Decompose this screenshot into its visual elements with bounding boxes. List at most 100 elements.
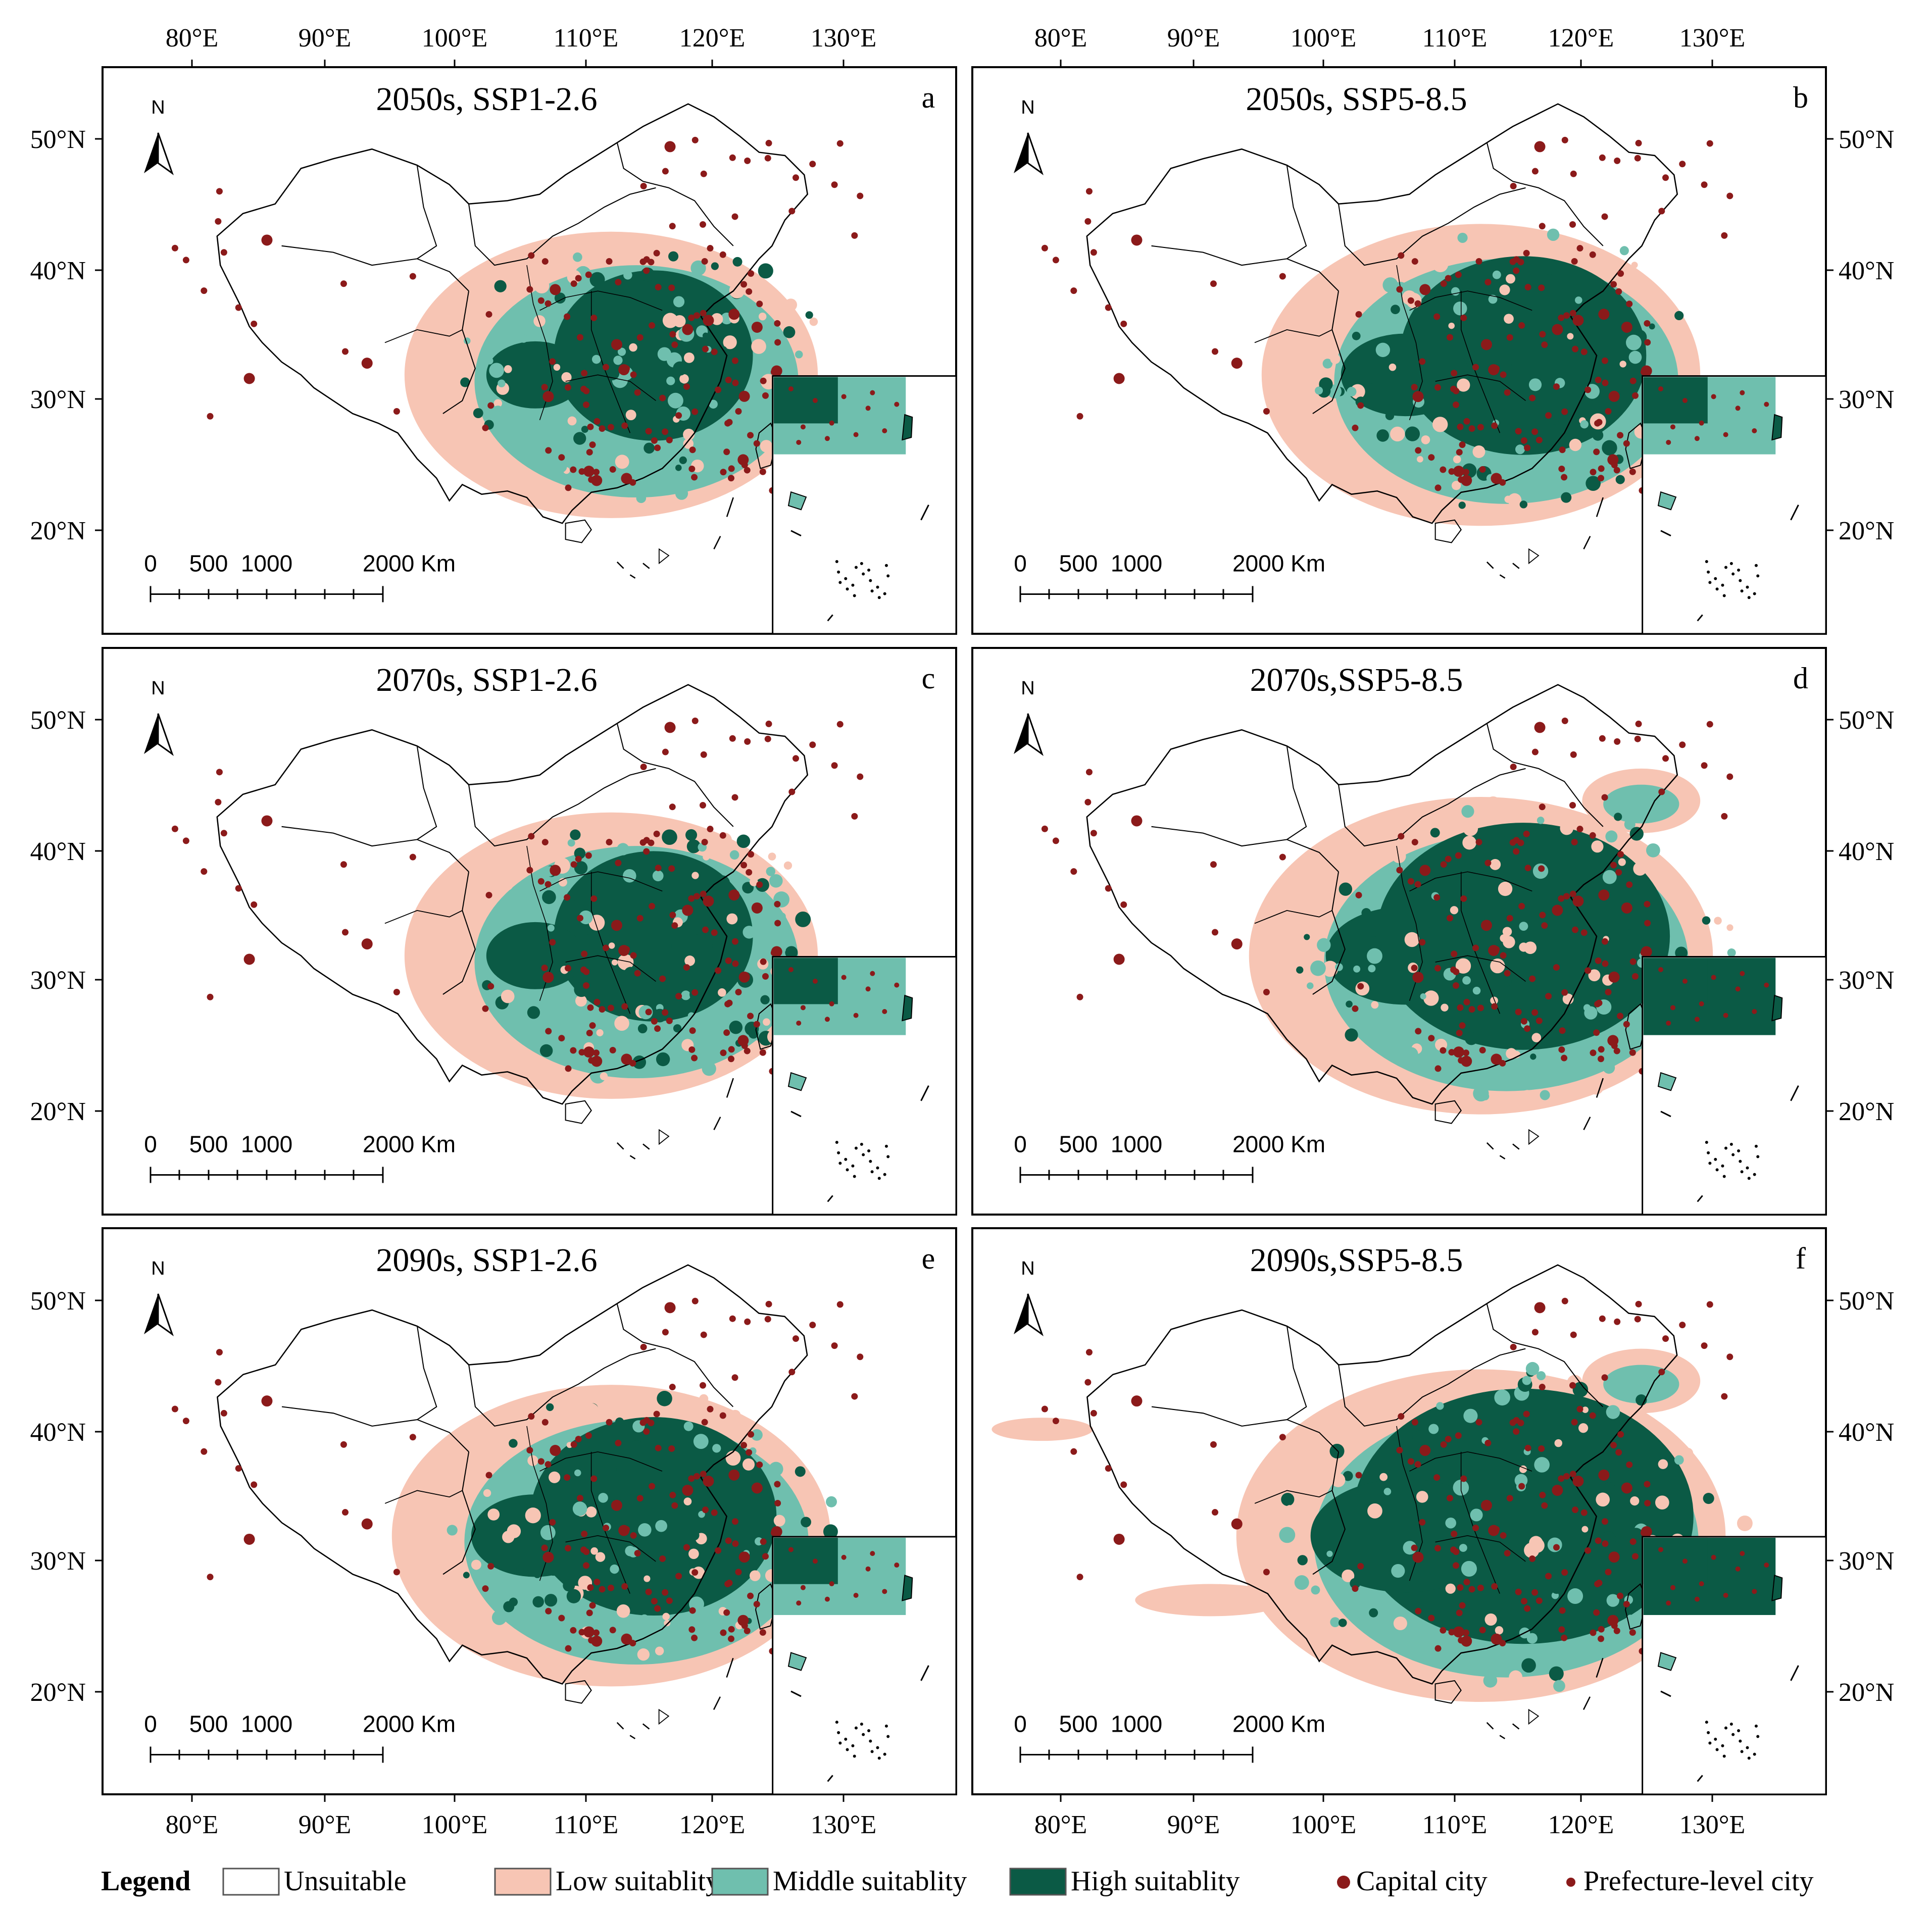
suitability-patch: [1583, 1004, 1591, 1012]
prefecture-city-dot: [1531, 1589, 1539, 1596]
prefecture-city-dot: [603, 944, 610, 951]
suitability-patch: [1602, 440, 1617, 456]
prefecture-city-dot: [740, 281, 748, 288]
suitability-patch: [1488, 294, 1498, 304]
prefecture-city-dot: [1590, 1629, 1597, 1636]
capital-city-dot: [703, 315, 714, 326]
prefecture-city-dot: [1477, 1004, 1484, 1012]
inset-island: [1714, 1157, 1717, 1161]
prefecture-city-dot: [1518, 902, 1525, 910]
prefecture-city-dot: [409, 273, 416, 280]
suitability-patch: [1624, 819, 1636, 830]
scale-bar: 0 500 1000 2000 Km: [144, 550, 456, 603]
suitability-patch: [573, 432, 586, 445]
prefecture-city-dot: [1484, 279, 1492, 286]
suitability-patch: [1606, 1405, 1620, 1419]
prefecture-city-dot: [675, 412, 682, 419]
prefecture-city-dot: [558, 1615, 565, 1622]
prefecture-city-dot: [609, 1627, 616, 1634]
left-lat-tick: 40°N: [30, 1418, 86, 1447]
suitability-patch: [579, 1017, 589, 1027]
prefecture-city-dot: [1706, 721, 1713, 728]
prefecture-city-dot: [689, 1607, 696, 1614]
suitability-patch: [1626, 1615, 1634, 1622]
prefecture-city-dot: [341, 929, 349, 936]
inset-city-dot: [1682, 978, 1688, 984]
inset-island: [1715, 1748, 1719, 1751]
prefecture-city-dot: [1440, 466, 1447, 473]
prefecture-city-dot: [1561, 1297, 1568, 1304]
suitability-patch: [567, 416, 577, 426]
high-suitability-area: [1325, 906, 1484, 1005]
prefecture-city-dot: [662, 428, 669, 435]
prefecture-city-dot: [693, 893, 701, 900]
suitability-patch: [1490, 959, 1505, 974]
suitability-patch: [1367, 936, 1381, 950]
prefecture-city-dot: [1210, 1441, 1217, 1448]
suitability-patch: [1317, 938, 1331, 952]
suitability-patch: [662, 1613, 670, 1621]
suitability-patch: [1575, 1568, 1589, 1582]
prefecture-city-dot: [1479, 1627, 1486, 1634]
scale-bar-label: 2000 Km: [363, 550, 456, 576]
city-points: [1041, 136, 1733, 494]
top-lon-tick-right: 80°E: [1034, 24, 1087, 53]
south-china-sea-inset: [1642, 1536, 1827, 1795]
prefecture-city-dot: [1596, 419, 1603, 426]
legend-dot: [1337, 1876, 1350, 1889]
inset-city-dot: [1752, 1009, 1757, 1014]
prefecture-city-dot: [1085, 1349, 1093, 1356]
suitability-patch: [742, 1458, 755, 1471]
prefecture-city-dot: [1446, 1495, 1453, 1502]
suitability-patch: [1737, 1515, 1753, 1531]
prefecture-city-dot: [1491, 1583, 1498, 1590]
suitability-patch: [573, 252, 582, 262]
prefecture-city-dot: [615, 860, 622, 867]
prefecture-city-dot: [1629, 468, 1636, 475]
prefecture-city-dot: [668, 865, 675, 872]
prefecture-city-dot: [565, 1065, 572, 1072]
inset-island: [883, 1752, 886, 1756]
prefecture-city-dot: [1263, 1569, 1270, 1576]
prefecture-city-dot: [707, 245, 714, 252]
prefecture-city-dot: [1520, 1598, 1527, 1605]
suitability-patch: [1492, 270, 1501, 279]
suitability-patch: [1574, 296, 1582, 304]
prefecture-city-dot: [762, 1553, 769, 1560]
prefecture-city-dot: [1450, 1546, 1457, 1553]
suitability-patch: [447, 1525, 458, 1536]
suitability-patch: [1279, 1527, 1296, 1543]
suitability-patch: [769, 1462, 783, 1477]
prefecture-city-dot: [1445, 1436, 1452, 1443]
capital-city-dot: [1113, 1533, 1125, 1545]
suitability-patch: [1528, 378, 1542, 391]
prefecture-city-dot: [662, 1329, 669, 1336]
inset-city-dot: [1752, 428, 1757, 433]
prefecture-city-dot: [1352, 1005, 1359, 1012]
inset-island: [1754, 564, 1758, 567]
prefecture-city-dot: [1561, 717, 1568, 724]
suitability-patch: [684, 955, 696, 966]
suitability-layer: [404, 812, 818, 1099]
north-label: N: [151, 678, 165, 699]
suitability-patch: [1490, 996, 1498, 1005]
prefecture-city-dot: [1571, 1419, 1578, 1426]
capital-city-dot: [1488, 945, 1500, 956]
suitability-patch: [629, 343, 637, 352]
suitability-patch: [1526, 1633, 1538, 1644]
suitability-patch: [563, 1579, 575, 1592]
prefecture-city-dot: [1701, 1342, 1708, 1349]
prefecture-city-dot: [728, 465, 735, 472]
suitability-patch: [1629, 827, 1644, 841]
capital-city-dot: [1113, 953, 1125, 965]
prefecture-city-dot: [1407, 1458, 1414, 1465]
inset-island: [883, 592, 886, 595]
capital-city-dot: [1621, 1482, 1632, 1494]
prefecture-city-dot: [1539, 1384, 1546, 1391]
suitability-patch: [1351, 1459, 1362, 1470]
capital-city-dot: [728, 1469, 740, 1481]
suitability-patch: [598, 1493, 608, 1503]
prefecture-city-dot: [541, 384, 548, 391]
prefecture-city-dot: [643, 837, 650, 844]
prefecture-city-dot: [693, 1473, 701, 1480]
